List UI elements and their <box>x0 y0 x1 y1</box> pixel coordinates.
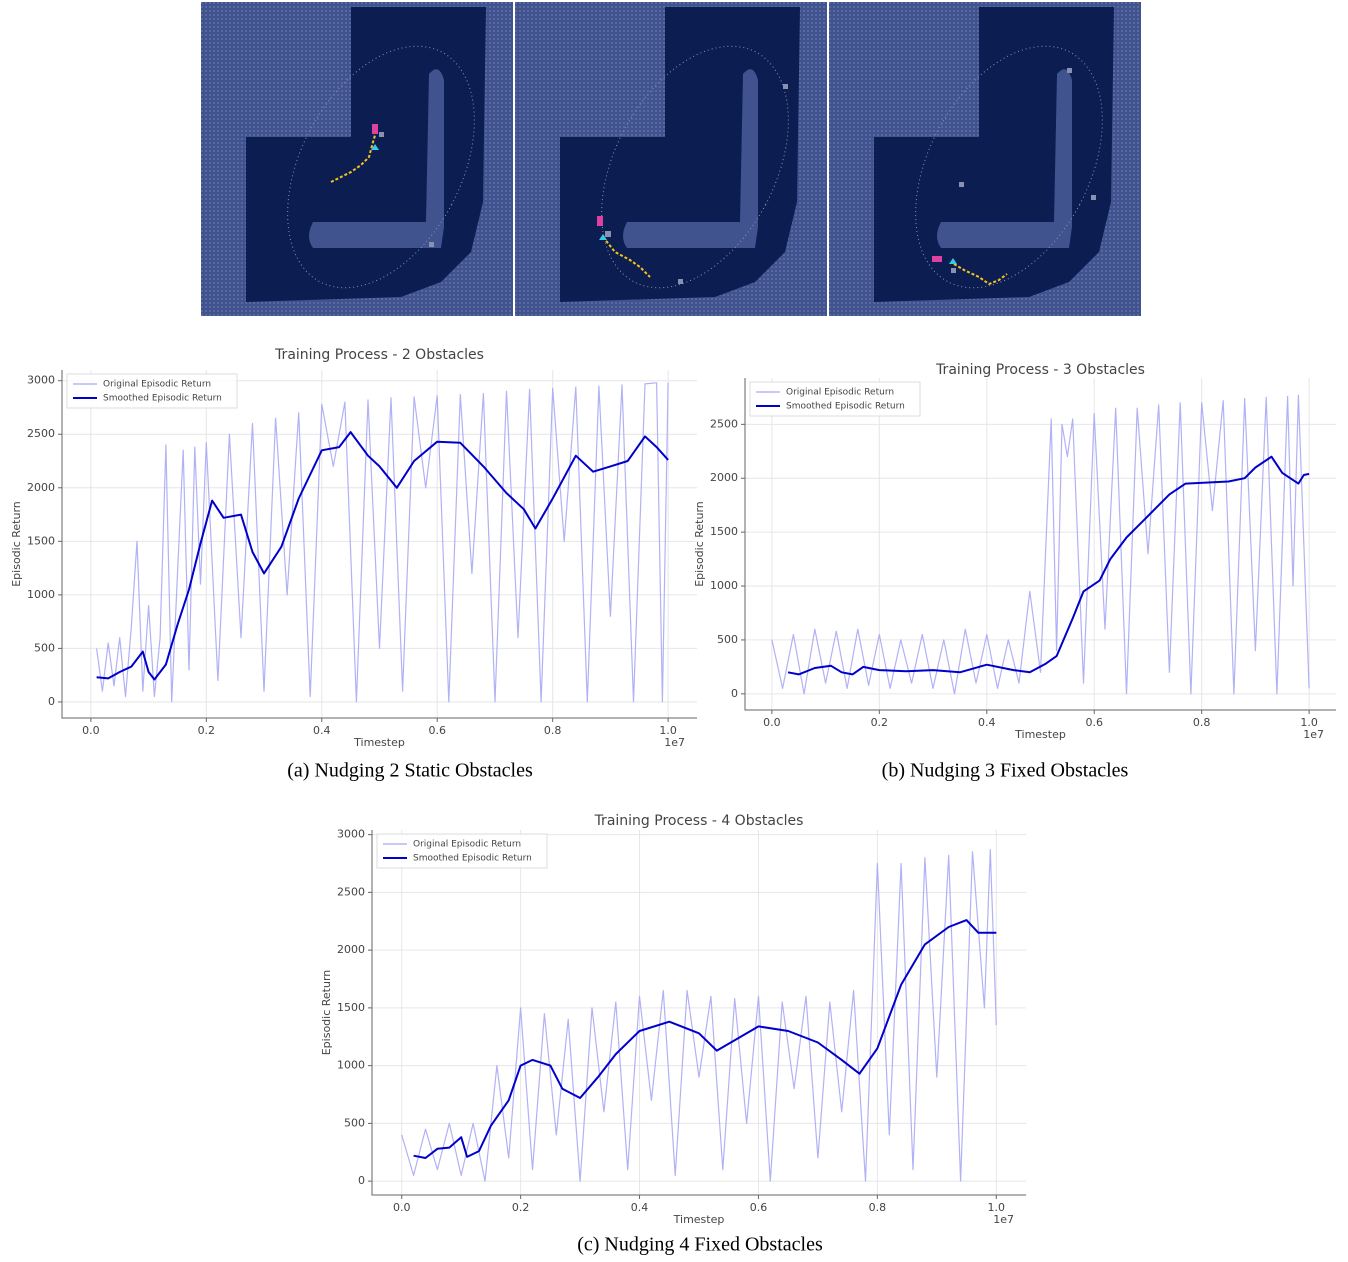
x-tick-label: 0.0 <box>82 724 100 737</box>
axes-frame <box>61 370 697 719</box>
y-tick-label: 1000 <box>337 1059 365 1072</box>
y-tick-label: 3000 <box>337 828 365 841</box>
legend-label: Original Episodic Return <box>786 388 894 398</box>
map-panel <box>200 1 514 320</box>
y-tick-label: 500 <box>34 641 55 654</box>
y-axis-label: Episodic Return <box>10 501 23 587</box>
y-axis-label: Episodic Return <box>693 501 706 587</box>
legend-label: Smoothed Episodic Return <box>103 394 222 404</box>
y-tick-label: 1000 <box>27 588 55 601</box>
x-tick-label: 0.2 <box>512 1201 530 1214</box>
x-tick-label: 0.0 <box>763 716 781 729</box>
legend-label: Smoothed Episodic Return <box>413 854 532 864</box>
y-axis-label: Episodic Return <box>320 970 333 1056</box>
series-line <box>413 919 997 1159</box>
x-offset-label: 1e7 <box>1303 728 1324 741</box>
axes-frame <box>744 378 1336 711</box>
x-offset-label: 1e7 <box>664 736 685 749</box>
x-tick-label: 1.0 <box>1300 716 1318 729</box>
x-offset-label: 1e7 <box>993 1213 1014 1226</box>
x-axis-label: Timestep <box>353 736 405 749</box>
x-tick-label: 0.6 <box>1085 716 1103 729</box>
y-tick-label: 0 <box>358 1174 365 1187</box>
caption: (a) Nudging 2 Static Obstacles <box>287 760 533 782</box>
caption: (c) Nudging 4 Fixed Obstacles <box>577 1234 823 1256</box>
y-tick-label: 2000 <box>337 943 365 956</box>
legend-label: Original Episodic Return <box>103 380 211 390</box>
series-line <box>96 382 669 703</box>
axes-frame <box>371 830 1026 1196</box>
series-line <box>787 455 1310 676</box>
x-tick-label: 0.8 <box>1193 716 1211 729</box>
chart: Training Process - 2 Obstacles 0 500 1000 15… <box>10 347 697 782</box>
chart: Training Process - 3 Obstacles 0 500 1000 15… <box>693 362 1336 782</box>
y-tick-label: 2500 <box>27 427 55 440</box>
y-tick-label: 2500 <box>337 885 365 898</box>
x-tick-label: 0.4 <box>313 724 331 737</box>
y-tick-label: 2000 <box>710 471 738 484</box>
x-tick-label: 0.2 <box>871 716 889 729</box>
chart-title: Training Process - 3 Obstacles <box>935 362 1145 378</box>
x-tick-label: 0.2 <box>198 724 216 737</box>
y-tick-label: 0 <box>731 687 738 700</box>
chart-title: Training Process - 2 Obstacles <box>274 347 484 363</box>
legend-box <box>749 381 921 417</box>
caption: (b) Nudging 3 Fixed Obstacles <box>882 760 1129 782</box>
y-tick-label: 1000 <box>710 579 738 592</box>
x-tick-label: 0.4 <box>631 1201 649 1214</box>
x-axis-label: Timestep <box>1014 728 1066 741</box>
map-panel <box>828 1 1142 320</box>
x-tick-label: 1.0 <box>988 1201 1006 1214</box>
x-tick-label: 0.6 <box>428 724 446 737</box>
map-panel <box>514 1 828 320</box>
x-tick-label: 0.0 <box>393 1201 411 1214</box>
series-line <box>771 394 1310 695</box>
y-tick-label: 0 <box>48 695 55 708</box>
legend-label: Original Episodic Return <box>413 840 521 850</box>
y-tick-label: 500 <box>717 633 738 646</box>
x-tick-label: 1.0 <box>659 724 677 737</box>
y-tick-label: 3000 <box>27 374 55 387</box>
y-tick-label: 2000 <box>27 481 55 494</box>
y-tick-label: 500 <box>344 1116 365 1129</box>
y-tick-label: 1500 <box>710 525 738 538</box>
x-tick-label: 0.6 <box>750 1201 768 1214</box>
legend-box <box>376 833 548 869</box>
series-line <box>96 431 669 681</box>
y-tick-label: 1500 <box>337 1001 365 1014</box>
x-axis-label: Timestep <box>673 1213 725 1226</box>
y-tick-label: 1500 <box>27 534 55 547</box>
x-tick-label: 0.8 <box>869 1201 887 1214</box>
x-tick-label: 0.8 <box>544 724 562 737</box>
legend-box <box>66 373 238 409</box>
y-tick-label: 2500 <box>710 417 738 430</box>
legend-label: Smoothed Episodic Return <box>786 402 905 412</box>
chart-title: Training Process - 4 Obstacles <box>594 813 804 829</box>
chart: Training Process - 4 Obstacles 0 500 1000 15… <box>320 813 1026 1256</box>
x-tick-label: 0.4 <box>978 716 996 729</box>
series-line <box>401 849 997 1182</box>
